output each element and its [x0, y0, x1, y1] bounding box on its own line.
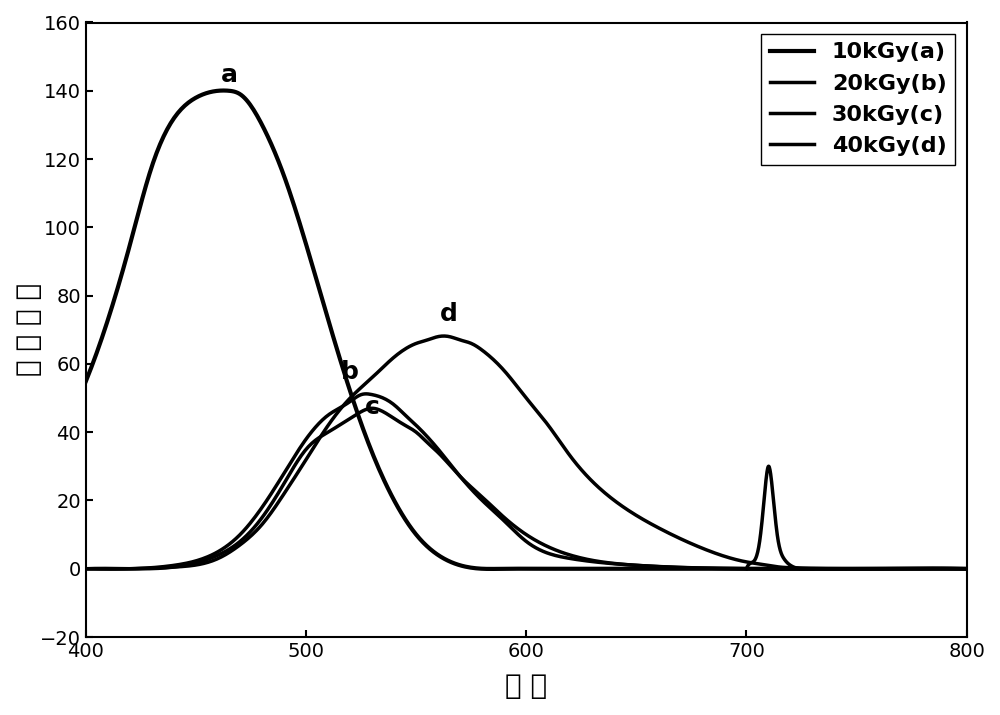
10kGy(a) [805, 564, 817, 573]
Line: 20kGy(b): 20kGy(b) [86, 394, 967, 569]
30kGy(c) [943, 564, 955, 573]
40kGy(d) [308, 443, 320, 451]
20kGy(b) [361, 390, 373, 398]
20kGy(b) [943, 564, 955, 573]
40kGy(d) [961, 564, 973, 573]
30kGy(c) [788, 565, 800, 573]
40kGy(d) [80, 564, 92, 573]
20kGy(b) [507, 526, 519, 534]
40kGy(d) [746, 558, 758, 567]
Text: c: c [365, 395, 380, 418]
Line: 30kGy(c): 30kGy(c) [86, 408, 967, 569]
Legend: 10kGy(a), 20kGy(b), 30kGy(c), 40kGy(d): 10kGy(a), 20kGy(b), 30kGy(c), 40kGy(d) [761, 34, 955, 164]
10kGy(a) [80, 377, 92, 385]
10kGy(a) [218, 87, 230, 95]
20kGy(b) [80, 564, 92, 573]
30kGy(c) [961, 564, 973, 573]
20kGy(b) [502, 520, 514, 528]
30kGy(c) [505, 519, 517, 528]
10kGy(a) [943, 564, 955, 573]
30kGy(c) [500, 515, 512, 523]
10kGy(a) [608, 564, 620, 573]
Line: 40kGy(d): 40kGy(d) [86, 336, 967, 569]
Line: 10kGy(a): 10kGy(a) [86, 91, 967, 569]
Y-axis label: 荧 光 强 度: 荧 光 强 度 [15, 283, 43, 376]
30kGy(c) [366, 404, 378, 413]
10kGy(a) [560, 564, 572, 573]
20kGy(b) [805, 565, 817, 573]
20kGy(b) [105, 565, 117, 573]
20kGy(b) [608, 559, 620, 568]
10kGy(a) [507, 564, 519, 573]
40kGy(d) [237, 538, 249, 547]
40kGy(d) [102, 565, 114, 573]
Text: a: a [221, 64, 238, 87]
X-axis label: 波 长: 波 长 [505, 672, 547, 700]
30kGy(c) [80, 564, 92, 573]
30kGy(c) [558, 549, 570, 558]
40kGy(d) [437, 332, 449, 340]
10kGy(a) [502, 564, 514, 573]
30kGy(c) [805, 565, 817, 573]
40kGy(d) [602, 491, 614, 500]
Text: d: d [440, 302, 458, 326]
10kGy(a) [961, 564, 973, 573]
20kGy(b) [560, 553, 572, 562]
30kGy(c) [606, 559, 618, 568]
10kGy(a) [484, 565, 496, 573]
40kGy(d) [671, 533, 683, 541]
20kGy(b) [961, 564, 973, 573]
40kGy(d) [481, 350, 493, 358]
Text: b: b [341, 360, 359, 385]
